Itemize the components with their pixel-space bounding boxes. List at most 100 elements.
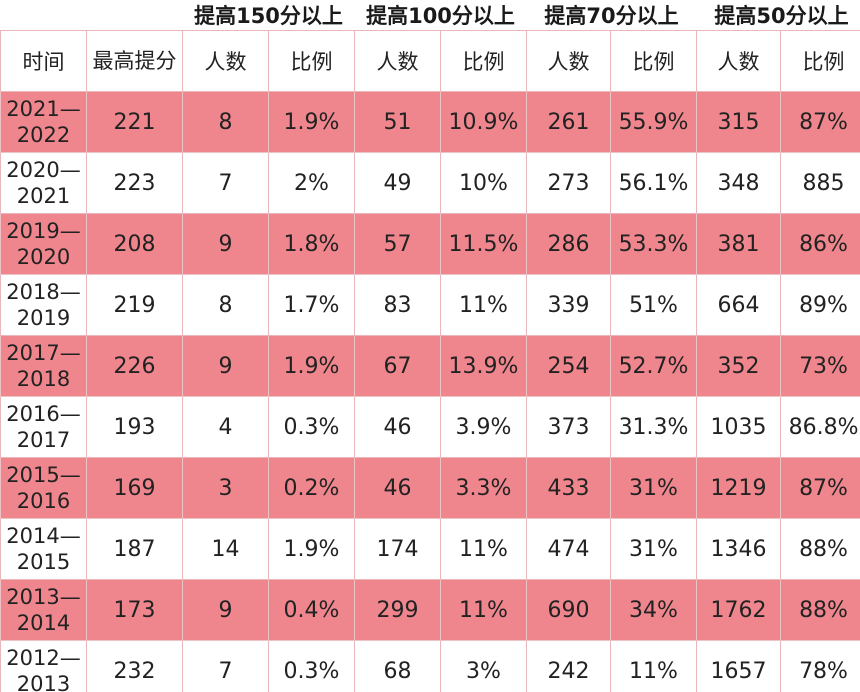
year-cell: 2016—2017 (0, 396, 87, 458)
ratio-70-cell: 56.1% (609, 152, 698, 214)
count-50-cell: 1762 (696, 579, 782, 641)
count-150-cell: 4 (182, 396, 269, 458)
count-50-cell: 1657 (696, 640, 782, 692)
ratio-100-cell: 11% (440, 274, 527, 336)
table-row: 2020—2021 223 7 2% 49 10% 273 56.1% 348 885 (0, 152, 860, 214)
count-100-cell: 51 (354, 91, 441, 153)
count-100-cell: 68 (354, 640, 441, 692)
ratio-150-cell: 1.7% (268, 274, 355, 336)
table-row: 2014—2015 187 14 1.9% 174 11% 474 31% 1346 88% (0, 518, 860, 580)
count-100-cell: 83 (354, 274, 441, 336)
group-header-50: 提高50分以上 (696, 0, 860, 31)
header-ratio: 比例 (440, 30, 527, 92)
header-count: 人数 (696, 30, 782, 92)
ratio-50-cell: 78% (780, 640, 860, 692)
ratio-100-cell: 3% (440, 640, 527, 692)
ratio-50-cell: 86.8% (780, 396, 860, 458)
ratio-150-cell: 1.8% (268, 213, 355, 275)
ratio-70-cell: 31.3% (609, 396, 698, 458)
header-count: 人数 (182, 30, 269, 92)
count-100-cell: 67 (354, 335, 441, 397)
count-100-cell: 174 (354, 518, 441, 580)
count-50-cell: 348 (696, 152, 782, 214)
count-50-cell: 1219 (696, 457, 782, 519)
count-50-cell: 352 (696, 335, 782, 397)
table-row: 2016—2017 193 4 0.3% 46 3.9% 373 31.3% 1035 86.8% (0, 396, 860, 458)
count-150-cell: 8 (182, 274, 269, 336)
ratio-100-cell: 11% (440, 518, 527, 580)
count-150-cell: 9 (182, 579, 269, 641)
ratio-150-cell: 0.2% (268, 457, 355, 519)
ratio-50-cell: 73% (780, 335, 860, 397)
header-ratio: 比例 (268, 30, 355, 92)
ratio-100-cell: 13.9% (440, 335, 527, 397)
ratio-100-cell: 3.3% (440, 457, 527, 519)
max-gain-cell: 187 (86, 518, 183, 580)
year-cell: 2015—2016 (0, 457, 87, 519)
count-70-cell: 261 (526, 91, 611, 153)
header-max-gain: 最高提分 (86, 30, 183, 92)
sub-header-row: 时间 最高提分 人数 比例 人数 比例 人数 比例 人数 比例 (0, 30, 860, 92)
ratio-70-cell: 31% (609, 457, 698, 519)
max-gain-cell: 226 (86, 335, 183, 397)
count-70-cell: 273 (526, 152, 611, 214)
count-70-cell: 339 (526, 274, 611, 336)
count-70-cell: 242 (526, 640, 611, 692)
count-150-cell: 14 (182, 518, 269, 580)
ratio-100-cell: 3.9% (440, 396, 527, 458)
ratio-100-cell: 11.5% (440, 213, 527, 275)
ratio-50-cell: 88% (780, 579, 860, 641)
count-100-cell: 299 (354, 579, 441, 641)
count-50-cell: 664 (696, 274, 782, 336)
table-row: 2019—2020 208 9 1.8% 57 11.5% 286 53.3% 381 86% (0, 213, 860, 275)
count-50-cell: 1035 (696, 396, 782, 458)
ratio-100-cell: 10.9% (440, 91, 527, 153)
header-time: 时间 (0, 30, 87, 92)
table-row: 2017—2018 226 9 1.9% 67 13.9% 254 52.7% 352 73% (0, 335, 860, 397)
count-150-cell: 9 (182, 213, 269, 275)
group-header-150: 提高150分以上 (182, 0, 355, 31)
count-50-cell: 381 (696, 213, 782, 275)
ratio-50-cell: 87% (780, 457, 860, 519)
ratio-50-cell: 87% (780, 91, 860, 153)
group-header-blank (0, 0, 183, 31)
ratio-50-cell: 88% (780, 518, 860, 580)
header-count: 人数 (354, 30, 441, 92)
ratio-100-cell: 10% (440, 152, 527, 214)
ratio-100-cell: 11% (440, 579, 527, 641)
ratio-50-cell: 885 (780, 152, 860, 214)
table-row: 2013—2014 173 9 0.4% 299 11% 690 34% 1762 88% (0, 579, 860, 641)
count-100-cell: 49 (354, 152, 441, 214)
year-cell: 2012—2013 (0, 640, 87, 692)
header-count: 人数 (526, 30, 611, 92)
count-50-cell: 1346 (696, 518, 782, 580)
count-70-cell: 690 (526, 579, 611, 641)
count-70-cell: 433 (526, 457, 611, 519)
count-70-cell: 254 (526, 335, 611, 397)
ratio-50-cell: 86% (780, 213, 860, 275)
max-gain-cell: 223 (86, 152, 183, 214)
max-gain-cell: 193 (86, 396, 183, 458)
count-70-cell: 373 (526, 396, 611, 458)
header-ratio: 比例 (780, 30, 860, 92)
max-gain-cell: 208 (86, 213, 183, 275)
header-ratio: 比例 (609, 30, 698, 92)
count-100-cell: 57 (354, 213, 441, 275)
year-cell: 2019—2020 (0, 213, 87, 275)
year-cell: 2014—2015 (0, 518, 87, 580)
group-header-100: 提高100分以上 (354, 0, 527, 31)
count-100-cell: 46 (354, 396, 441, 458)
table-row: 2015—2016 169 3 0.2% 46 3.3% 433 31% 1219 87% (0, 457, 860, 519)
year-cell: 2020—2021 (0, 152, 87, 214)
count-150-cell: 7 (182, 152, 269, 214)
max-gain-cell: 173 (86, 579, 183, 641)
ratio-70-cell: 11% (609, 640, 698, 692)
year-cell: 2013—2014 (0, 579, 87, 641)
count-150-cell: 7 (182, 640, 269, 692)
table-row: 2018—2019 219 8 1.7% 83 11% 339 51% 664 89% (0, 274, 860, 336)
ratio-70-cell: 53.3% (609, 213, 698, 275)
max-gain-cell: 219 (86, 274, 183, 336)
ratio-70-cell: 52.7% (609, 335, 698, 397)
ratio-150-cell: 0.4% (268, 579, 355, 641)
ratio-50-cell: 89% (780, 274, 860, 336)
